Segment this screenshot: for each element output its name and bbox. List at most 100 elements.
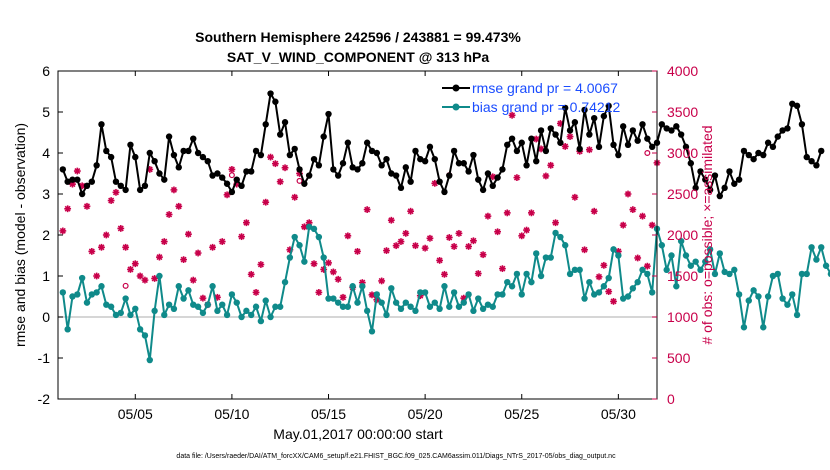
rmse-point [711,172,719,179]
obs-marker-stroke [330,268,337,275]
bias-point [209,283,216,290]
bias-point [301,258,308,265]
x-axis-label: May.01,2017 00:00:00 start [273,426,443,442]
y-right-tick-label: 3500 [667,104,698,120]
bias-point [436,305,443,312]
rmse-point [107,153,115,161]
obs-assimilated-point [83,202,91,210]
obs-marker-stroke [156,254,163,261]
bias-point [305,223,313,230]
y-right-tick-label: 500 [667,350,691,366]
bias-point [344,303,352,310]
bias-point [479,305,487,312]
rmse-point [677,131,685,138]
obs-marker-stroke [291,194,298,201]
rmse-point [185,147,192,155]
rmse-point [716,192,723,200]
obs-marker-stroke [629,206,636,213]
rmse-point [83,182,91,189]
rmse-point [417,155,424,163]
obs-assimilated-point [383,247,390,254]
bias-point [557,233,564,241]
rmse-point [359,160,366,167]
rmse-point [330,166,337,173]
obs-assimilated-point [523,226,530,234]
bias-point [798,270,806,278]
y-axis-label-left: rmse and bias (model - observation) [12,123,28,347]
bias-point [325,295,332,302]
bias-point [257,317,265,325]
rmse-point [194,149,202,157]
y-axis-right: 0 500 1000 1500 2000 2500 3000 3500 4000 [652,63,698,407]
rmse-point [344,139,352,146]
obs-marker-stroke [489,173,496,180]
rmse-point [479,186,487,194]
bias-point [504,278,511,286]
bias-point [610,246,617,253]
rmse-point [59,166,67,173]
obs-assimilated-point [566,133,574,141]
bias-point [542,254,550,261]
bias-point [702,258,709,265]
rmse-point [706,186,714,194]
obs-marker-stroke [634,254,641,261]
rmse-point [262,121,269,128]
obs-assimilated-point [276,178,284,186]
obs-marker-stroke [591,208,598,215]
bias-point [818,244,825,251]
bias-point [402,299,410,306]
obs-assimilated-point [242,219,250,227]
obs-marker-stroke [402,230,409,237]
bias-point [513,270,521,278]
bias-point [658,242,666,249]
bias-point [132,305,139,312]
bias-point [648,289,656,296]
rmse-point [98,121,105,128]
rmse-point [692,184,699,192]
y-tick-label: 0 [42,309,50,325]
bias-point [383,311,390,319]
bias-point [185,287,192,294]
obs-marker-stroke [388,217,395,224]
obs-assimilated-point [552,219,559,227]
x-tick-label: 05/05 [118,406,153,422]
obs-assimilated-point [436,257,444,264]
obs-marker-stroke [542,172,549,179]
bias-point [103,301,110,308]
rmse-series-layer [59,90,825,200]
bias-point [349,283,356,290]
rmse-point [610,141,617,148]
bias-point [286,254,294,261]
rmse-point [450,147,458,155]
obs-marker-stroke [586,146,593,153]
bias-point [378,299,385,306]
obs-marker-stroke [446,234,453,241]
bias-point [595,289,603,296]
bias-point [528,278,535,286]
bias-point [170,305,178,312]
bias-point [566,270,574,278]
obs-assimilated-point [59,227,67,235]
obs-marker-stroke [393,242,400,249]
bias-point [98,283,105,290]
y-tick-label: -2 [38,391,51,407]
obs-possible-point [122,282,129,289]
bias-point [156,272,163,280]
rmse-point [566,127,574,134]
bias-point [508,283,516,290]
rmse-point [687,160,695,167]
bias-point [489,303,496,310]
bias-point [552,229,559,237]
obs-marker-stroke [441,271,448,278]
bias-point [180,295,187,302]
obs-marker-stroke [528,209,535,216]
rmse-point [296,166,303,173]
obs-assimilated-point [107,197,115,204]
bias-point [88,291,96,298]
rmse-point [818,147,825,155]
obs-assimilated-point [194,249,202,257]
rmse-point [658,121,666,128]
obs-possible-point [228,172,235,179]
obs-marker-stroke [562,143,569,150]
bias-point [339,303,347,310]
